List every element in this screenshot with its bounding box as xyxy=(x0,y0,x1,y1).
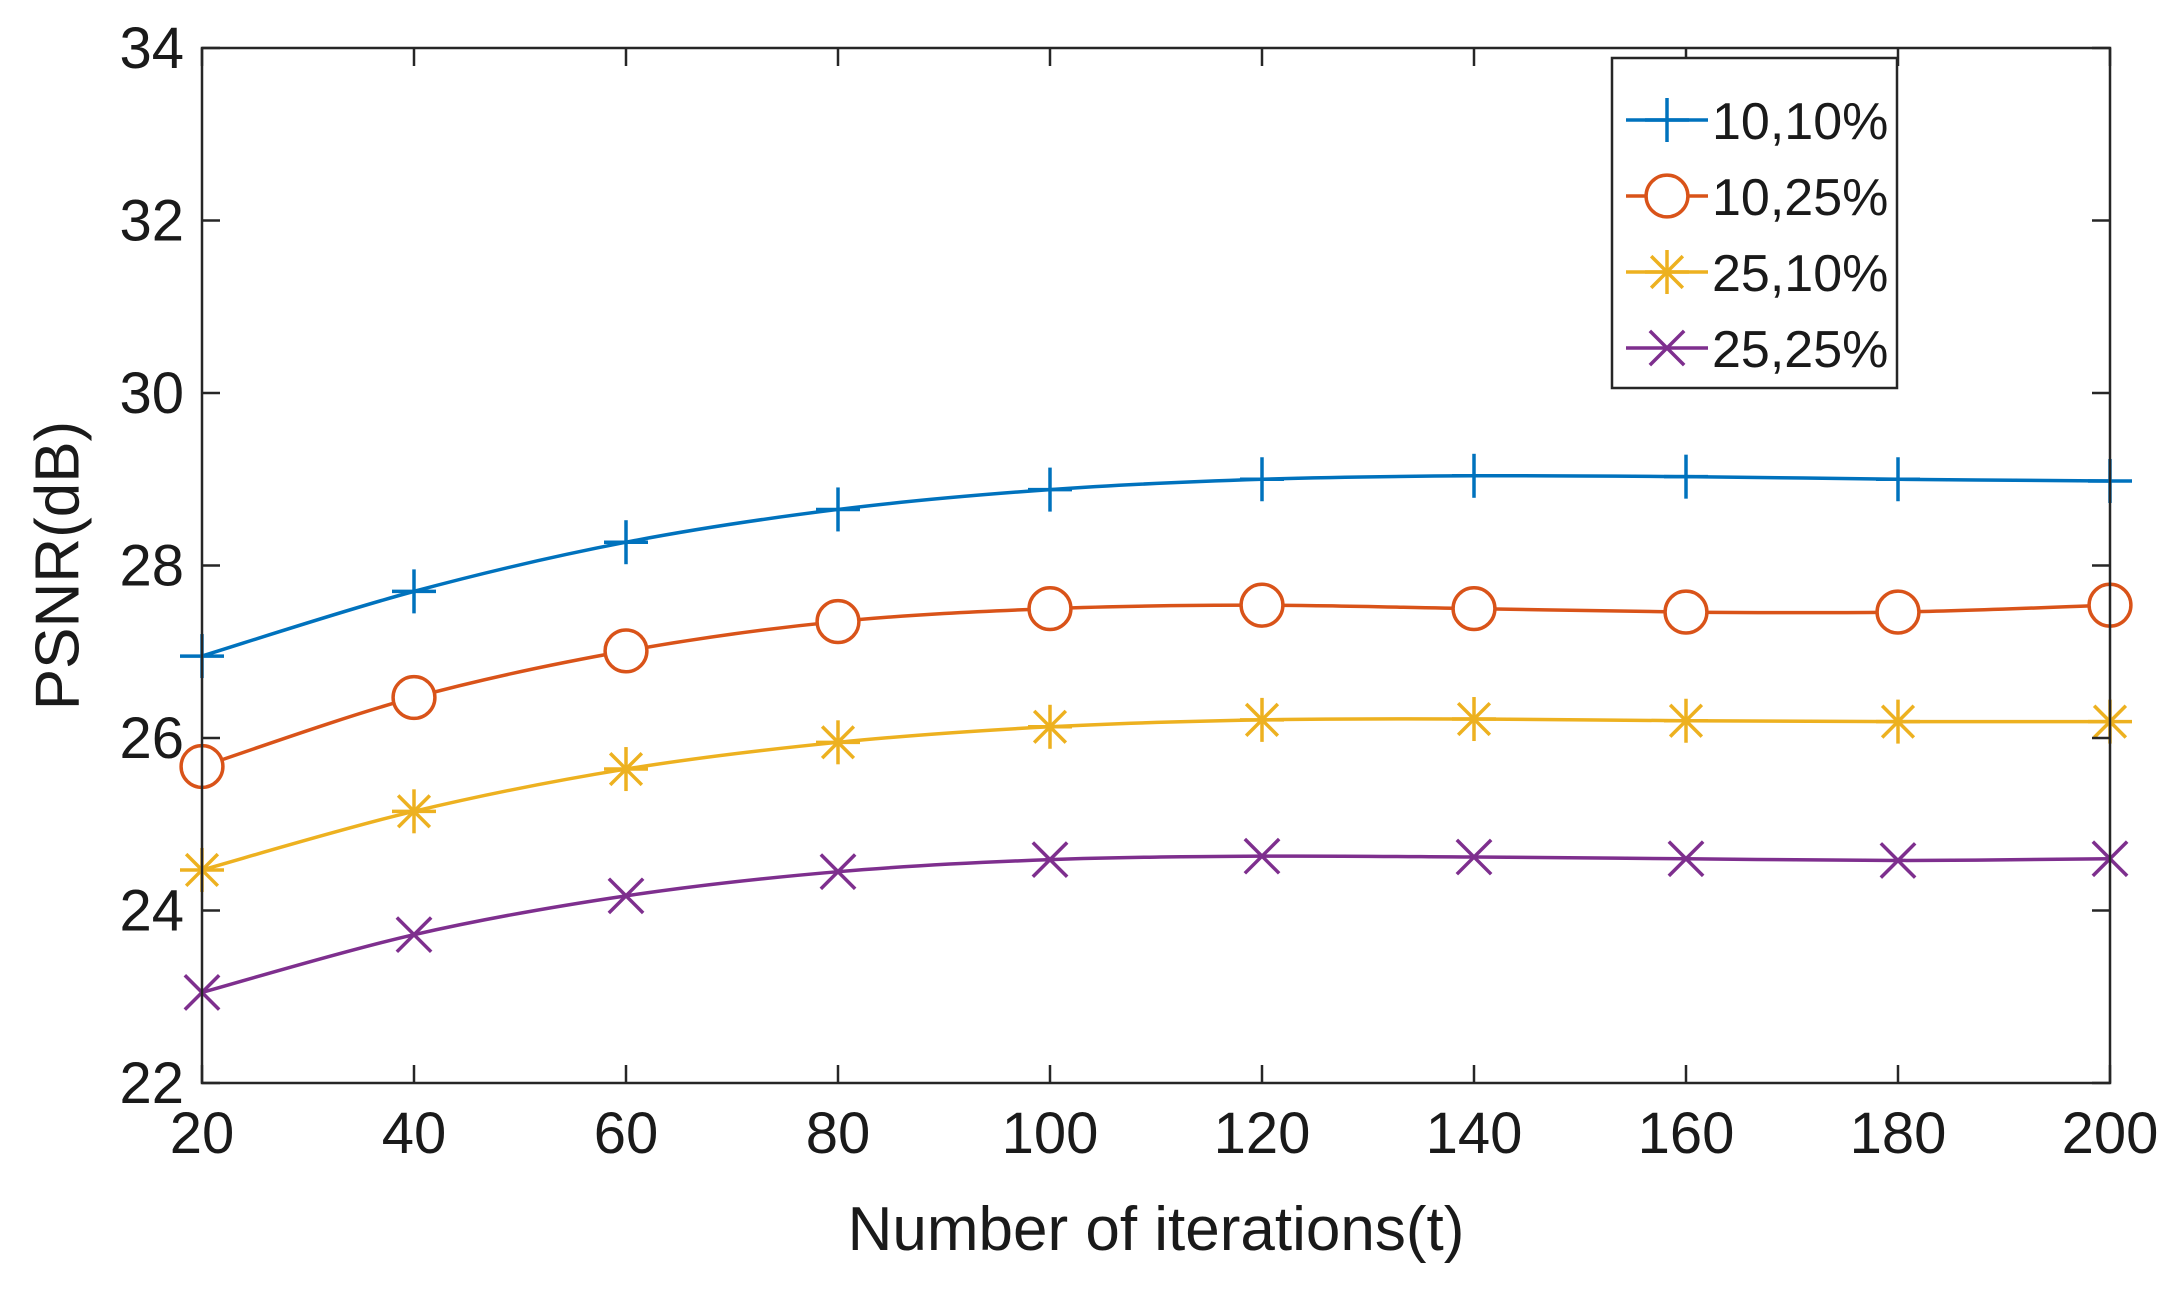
series-layer xyxy=(179,453,2133,1011)
series-line xyxy=(201,854,2111,995)
legend: 10,10% 10,25% 25,10% 25,25% xyxy=(1610,56,1899,390)
y-tick-label: 32 xyxy=(119,189,184,254)
data-point xyxy=(1455,838,1493,876)
data-point xyxy=(1031,841,1069,879)
y-tick-label: 30 xyxy=(119,361,184,426)
x-tick-label: 100 xyxy=(1002,1101,1099,1166)
legend-entry: 25,25% xyxy=(1626,321,1888,379)
data-point xyxy=(392,569,436,614)
data-point xyxy=(604,520,648,565)
legend-entry: 10,25% xyxy=(1626,169,1888,227)
series-25-10- xyxy=(180,697,2132,892)
axes-layer: 20 40 60 80 100 120 140 160 180 200 22 24 26 28 30 32 34 xyxy=(119,16,2158,1166)
legend-label: 10,25% xyxy=(1712,169,1888,227)
data-point xyxy=(391,674,437,721)
data-point xyxy=(1879,842,1917,879)
legend-entry: 25,10% xyxy=(1626,245,1888,303)
data-point xyxy=(607,877,645,915)
y-axis-title: PSNR(dB) xyxy=(23,421,92,710)
y-tick-label: 22 xyxy=(119,1051,184,1116)
legend-label: 25,25% xyxy=(1712,321,1888,379)
series-line xyxy=(201,473,2111,658)
data-point xyxy=(1876,699,1920,744)
data-point xyxy=(1875,589,1921,635)
x-tick-label: 180 xyxy=(1850,1101,1947,1166)
x-axis-title: Number of iterations(t) xyxy=(848,1195,1465,1264)
data-point xyxy=(392,789,436,834)
y-tick-label: 34 xyxy=(119,16,184,81)
data-point xyxy=(1876,457,1920,502)
data-point xyxy=(1663,589,1709,635)
data-point xyxy=(1240,457,1284,502)
x-tick-label: 40 xyxy=(382,1101,447,1166)
y-tick-label: 28 xyxy=(119,534,184,599)
series-line xyxy=(201,717,2111,872)
series-line xyxy=(201,603,2111,769)
data-point xyxy=(1664,698,1708,743)
series-25-25- xyxy=(183,837,2129,1011)
data-point xyxy=(819,853,857,891)
data-point xyxy=(604,747,648,792)
x-tick-label: 120 xyxy=(1214,1101,1311,1166)
data-point xyxy=(1451,585,1497,632)
x-tick-label: 60 xyxy=(594,1101,659,1166)
data-point xyxy=(1452,697,1496,742)
x-tick-label: 160 xyxy=(1638,1101,1735,1166)
data-point xyxy=(1664,454,1708,499)
data-point xyxy=(1243,837,1281,875)
data-point xyxy=(816,720,860,765)
legend-marker xyxy=(1644,173,1690,219)
legend-marker xyxy=(1645,250,1689,294)
x-tick-label: 80 xyxy=(806,1101,871,1166)
series-10-25- xyxy=(179,582,2133,790)
data-point xyxy=(1240,697,1284,742)
legend-entry: 10,10% xyxy=(1626,93,1888,151)
data-point xyxy=(1667,840,1705,878)
y-tick-label: 24 xyxy=(119,879,184,944)
data-point xyxy=(603,628,649,674)
data-point xyxy=(395,916,433,954)
data-point xyxy=(1027,585,1073,632)
data-point xyxy=(816,487,860,532)
data-point xyxy=(1239,582,1285,628)
legend-label: 10,10% xyxy=(1712,93,1888,151)
data-point xyxy=(1452,453,1496,498)
x-tick-label: 20 xyxy=(170,1101,235,1166)
x-tick-label: 140 xyxy=(1426,1101,1523,1166)
data-point xyxy=(1028,704,1072,749)
x-tick-label: 200 xyxy=(2062,1101,2159,1166)
legend-marker xyxy=(1648,329,1686,367)
legend-marker xyxy=(1645,98,1689,142)
data-point xyxy=(815,598,861,645)
legend-box xyxy=(1610,56,1899,390)
data-point xyxy=(1028,467,1072,512)
y-tick-label: 26 xyxy=(119,706,184,771)
legend-label: 25,10% xyxy=(1712,245,1888,303)
